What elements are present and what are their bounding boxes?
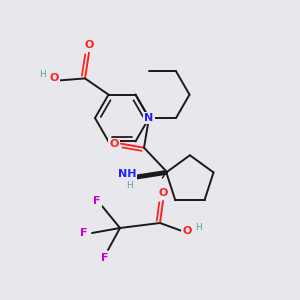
Text: O: O [110,139,119,149]
Text: H: H [196,223,202,232]
Text: N: N [144,113,154,123]
Text: O: O [158,188,168,198]
Text: O: O [50,74,59,83]
Text: H: H [127,181,133,190]
Text: H: H [39,70,46,79]
Text: O: O [182,226,192,236]
Text: O: O [84,40,94,50]
Text: NH: NH [118,169,136,179]
Text: F: F [80,228,88,238]
Text: F: F [93,196,101,206]
Text: F: F [101,253,109,263]
